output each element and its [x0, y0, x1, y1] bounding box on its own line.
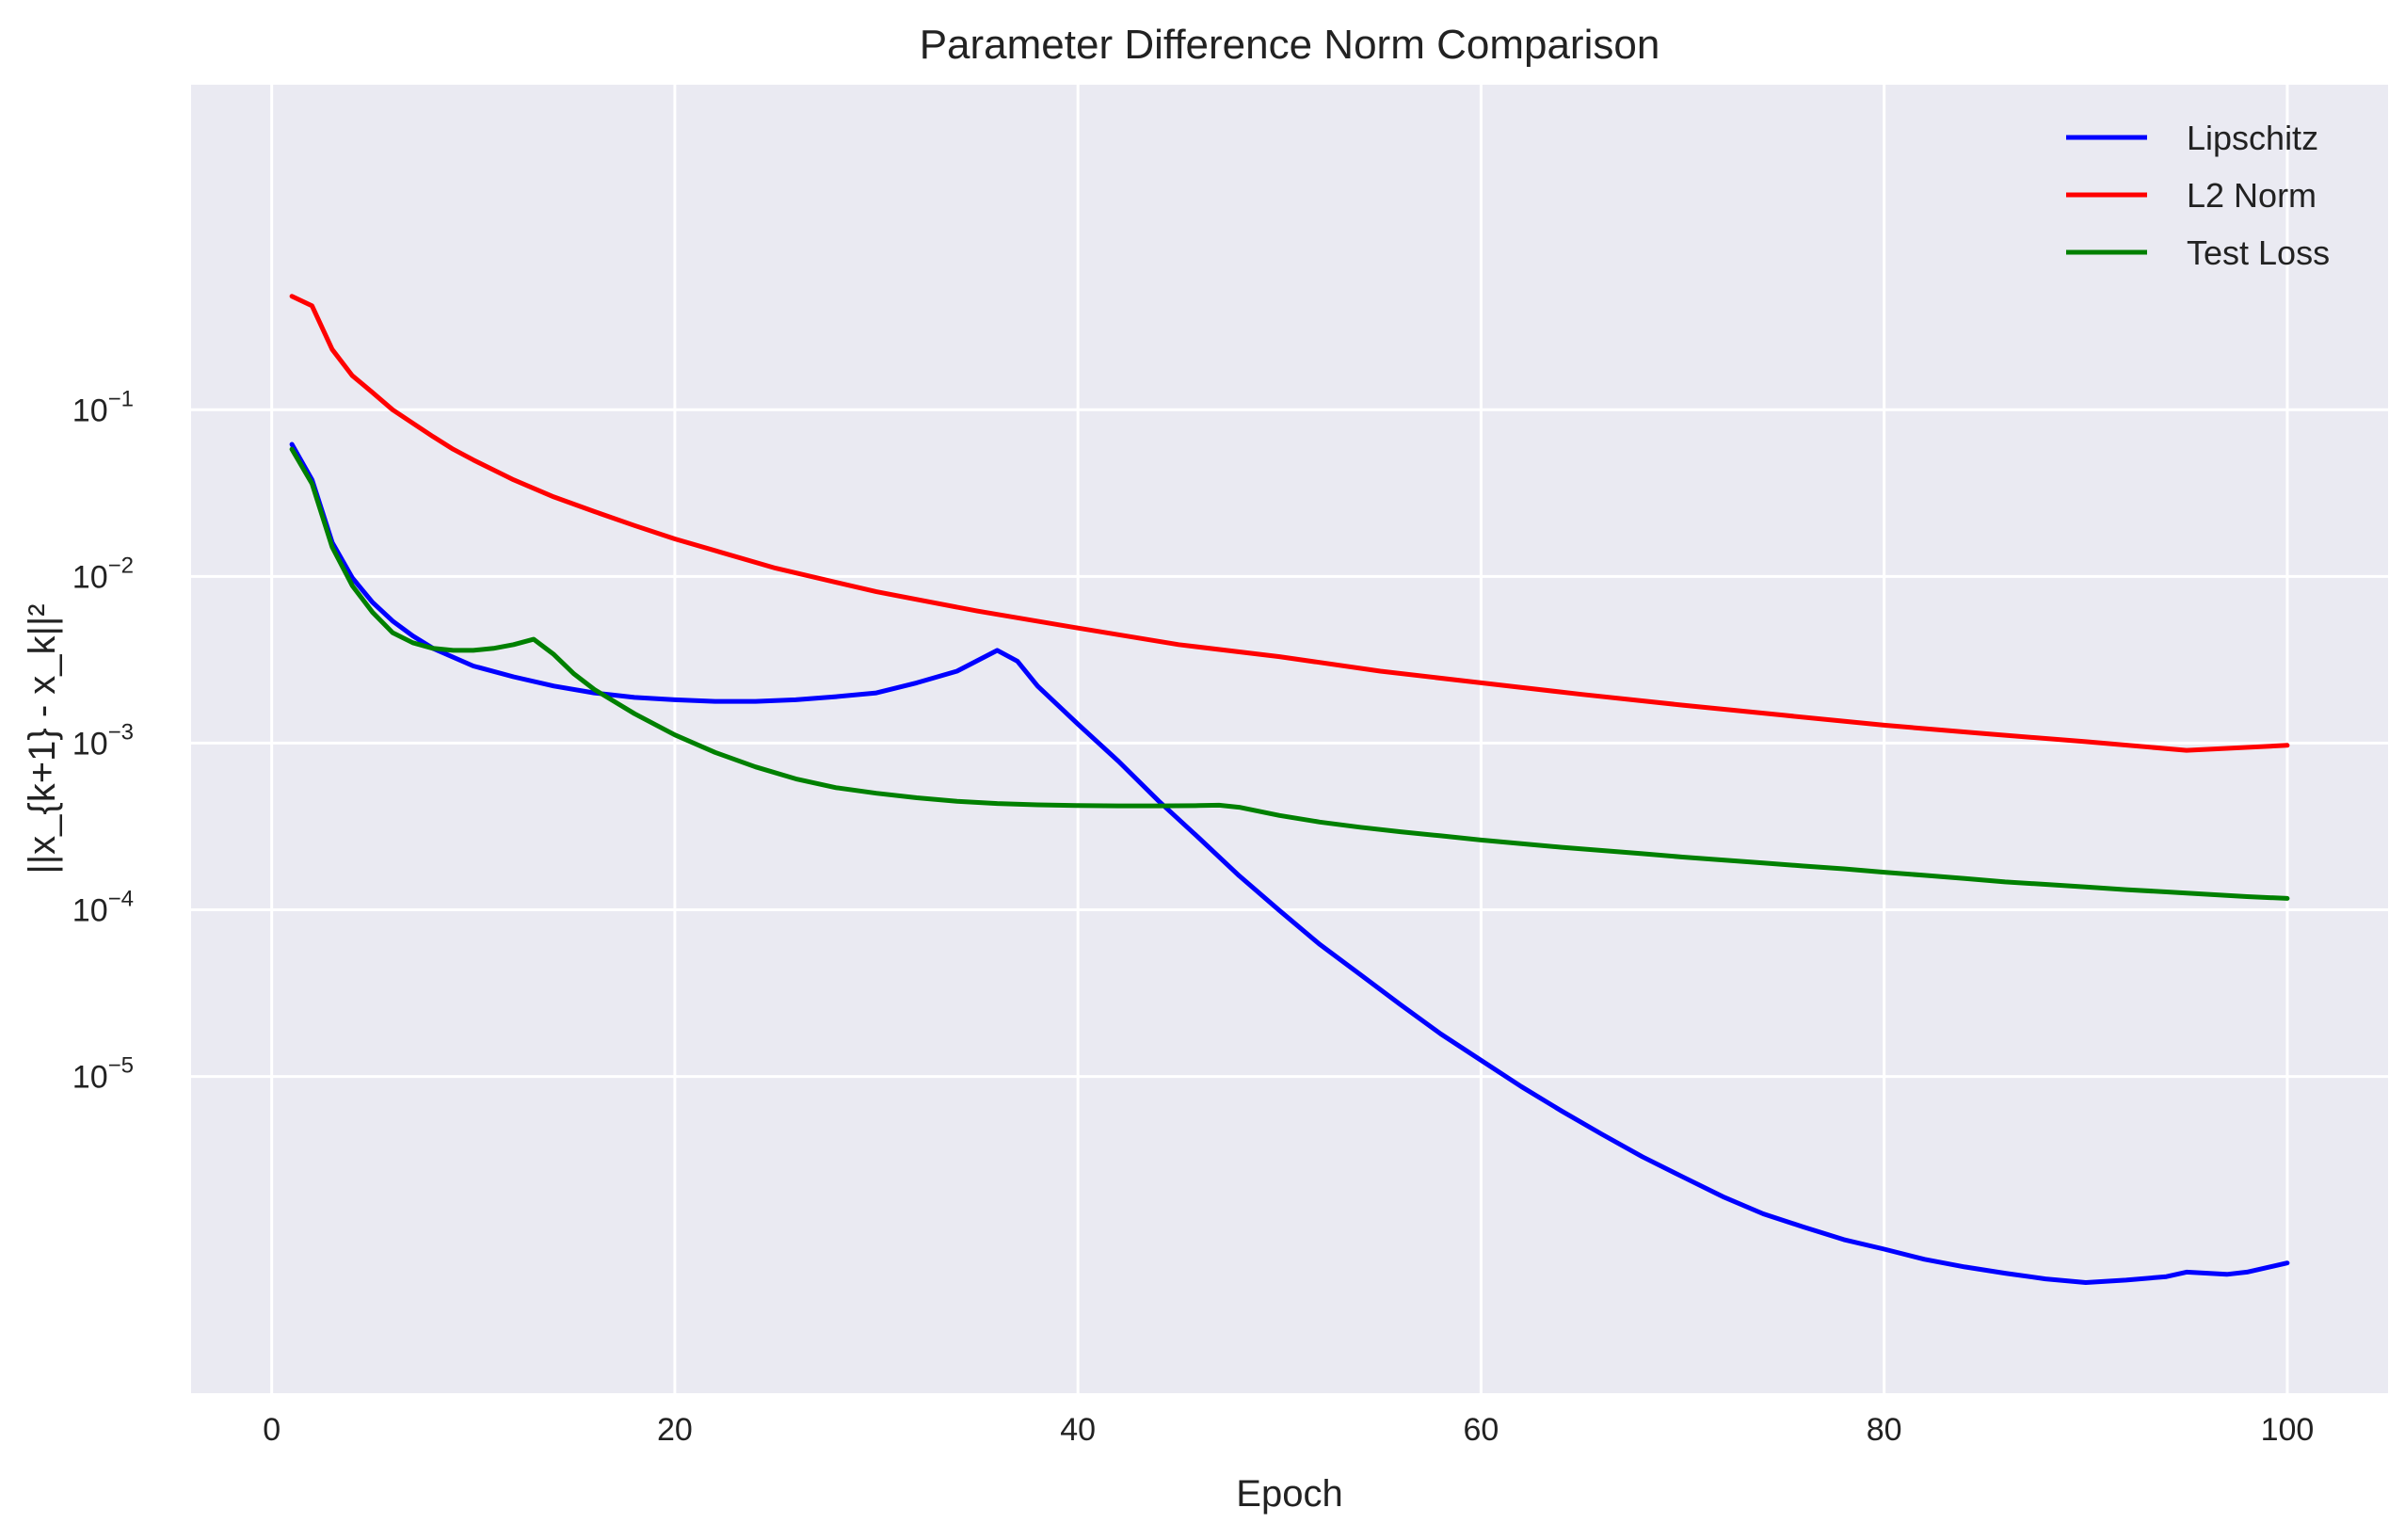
x-tick-labels: 0 20 40 60 80 100 [263, 1412, 2314, 1448]
legend-label: L2 Norm [2187, 176, 2317, 215]
y-tick-label: 10−2 [72, 553, 134, 595]
x-tick-label: 40 [1060, 1412, 1096, 1448]
chart-title: Parameter Difference Norm Comparison [920, 22, 1660, 68]
y-tick-exponent: −2 [108, 553, 134, 578]
x-tick-label: 60 [1464, 1412, 1499, 1448]
legend: Lipschitz L2 Norm Test Loss [2066, 119, 2330, 272]
y-tick-labels: 10−110−210−310−410−5 [72, 386, 134, 1095]
y-tick-exponent: −5 [108, 1053, 134, 1079]
legend-label: Lipschitz [2187, 119, 2318, 157]
x-tick-label: 100 [2261, 1412, 2315, 1448]
y-tick-label: 10−4 [72, 886, 134, 928]
y-tick-exponent: −3 [108, 719, 134, 745]
y-tick-exponent: −4 [108, 886, 134, 911]
x-tick-label: 0 [263, 1412, 281, 1448]
y-tick-label: 10−5 [72, 1053, 134, 1096]
series-line-l2-norm [289, 294, 2290, 753]
x-tick-label: 80 [1867, 1412, 1902, 1448]
series-line-lipschitz [289, 441, 2290, 1285]
x-axis-label: Epoch [1236, 1473, 1342, 1515]
y-tick-label: 10−1 [72, 386, 134, 428]
series-line-test-loss [289, 446, 2290, 901]
y-tick-base: 10 [72, 892, 108, 928]
y-tick-base: 10 [72, 559, 108, 595]
y-tick-base: 10 [72, 1060, 108, 1096]
y-tick-base: 10 [72, 393, 108, 428]
y-tick-exponent: −1 [108, 386, 134, 411]
y-tick-label: 10−3 [72, 719, 134, 762]
series-lines [289, 294, 2290, 1285]
x-tick-label: 20 [657, 1412, 693, 1448]
grid-lines [191, 85, 2388, 1393]
y-axis-label: ||x_{k+1} - x_k||² [22, 603, 63, 874]
y-tick-base: 10 [72, 726, 108, 762]
legend-label: Test Loss [2187, 233, 2330, 272]
